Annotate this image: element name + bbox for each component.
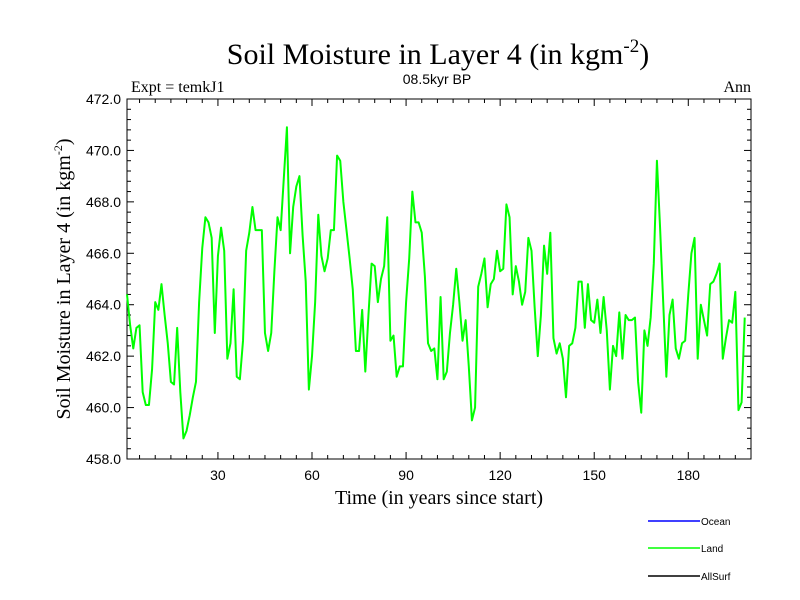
chart-subtitle: 08.5kyr BP [403,71,471,87]
x-axis-label: Time (in years since start) [335,487,543,509]
y-tick-label: 458.0 [86,451,121,467]
y-tick-label: 472.0 [86,91,121,107]
x-tick-label: 60 [304,467,320,483]
series-group [126,126,746,440]
legend-label-land: Land [701,544,723,555]
y-axis: 458.0 460.0 462.0 464.0 466.0 468.0 470.0 472.0 [86,91,751,467]
x-tick-label: 180 [677,467,701,483]
x-axis: 30 60 90 120 150 180 [139,99,752,483]
y-tick-label: 470.0 [86,142,121,158]
season-label: Ann [723,79,751,96]
y-tick-label: 462.0 [86,348,121,364]
x-tick-label: 30 [210,467,226,483]
plot-area [126,98,752,460]
y-axis-label-exponent: -2 [51,145,65,155]
experiment-label: Expt = temkJ1 [131,79,224,96]
legend: Ocean Land AllSurf [648,517,731,583]
x-tick-label: 120 [488,467,512,483]
x-tick-label: 90 [398,467,414,483]
chart-title: Soil Moisture in Layer 4 (in kgm-2) [227,36,649,71]
legend-label-allsurf: AllSurf [701,572,731,583]
legend-label-ocean: Ocean [701,517,730,528]
y-axis-label: Soil Moisture in Layer 4 (in kgm-2) [51,138,75,419]
chart-title-close: ) [639,38,649,71]
chart-title-exponent: -2 [623,36,639,57]
x-tick-label: 150 [583,467,607,483]
y-tick-label: 460.0 [86,400,121,416]
chart-title-main: Soil Moisture in Layer 4 (in kgm [227,38,624,71]
y-tick-label: 466.0 [86,245,121,261]
series-line-land [126,126,746,440]
y-tick-label: 464.0 [86,297,121,313]
y-tick-label: 468.0 [86,194,121,210]
y-axis-label-main: Soil Moisture in Layer 4 (in kgm [53,155,75,420]
y-axis-label-close: ) [53,138,75,145]
